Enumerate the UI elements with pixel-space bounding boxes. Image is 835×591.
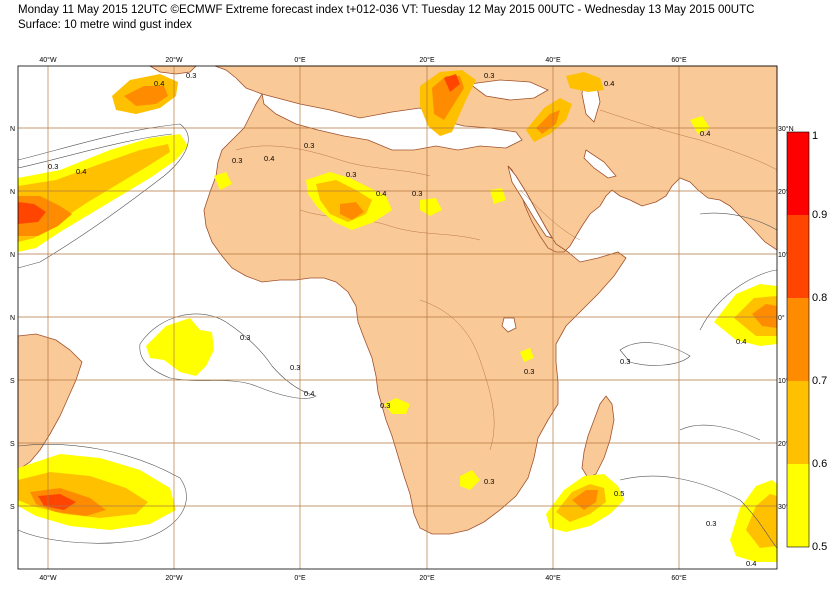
efi-central-atlantic (146, 318, 214, 376)
efi-patch-f (690, 116, 710, 134)
contour-label: 0.4 (264, 154, 274, 163)
lat-label: 10° (778, 251, 789, 259)
legend-swatch (787, 215, 809, 298)
contour-label: 0.3 (48, 162, 58, 171)
lon-labels-bottom: 40°W 20°W 0°E 20°E 40°E 60°E (39, 574, 687, 582)
contour-labels: 0.3 0.4 0.3 0.4 0.3 0.4 0.3 0.3 0.3 0.4 … (48, 71, 756, 568)
legend-swatch (787, 381, 809, 464)
contour-label: 0.4 (700, 129, 710, 138)
efi-patch-a (420, 198, 442, 216)
contour-label: 0.3 (412, 189, 422, 198)
lon-labels-top: 40°W 20°W 0°E 20°E 40°E 60°E (39, 56, 687, 64)
lat-label: S (10, 504, 15, 511)
contour-label: 0.3 (524, 367, 534, 376)
legend-label: 1 (812, 130, 818, 142)
contour-label: 0.3 (484, 71, 494, 80)
lat-label: S (10, 441, 15, 448)
lat-label: S (10, 378, 15, 385)
legend-label: 0.9 (812, 209, 827, 221)
lon-label: 20°W (165, 574, 183, 582)
map-border (17, 65, 778, 570)
lat-label: 30°N (778, 125, 794, 133)
legend-label: 0.6 (812, 458, 827, 470)
legend: 0.5 0.6 0.7 0.8 0.9 1 (786, 130, 827, 553)
lon-label: 0°E (294, 56, 306, 64)
contour-label: 0.4 (604, 79, 614, 88)
efi-atlantic-west-4 (18, 202, 46, 224)
legend-swatch (787, 298, 809, 381)
legend-swatch (787, 132, 809, 215)
contour-label: 0.4 (746, 559, 756, 568)
efi-indian-east-3 (752, 304, 777, 328)
contour-label: 0.3 (304, 141, 314, 150)
contour-label: 0.3 (380, 401, 390, 410)
lon-label: 60°E (671, 574, 687, 582)
map-title: Monday 11 May 2015 12UTC ©ECMWF Extreme … (18, 4, 755, 16)
contour-label: 0.3 (290, 363, 300, 372)
contour-label: 0.4 (376, 189, 386, 198)
efi-patch-b (490, 188, 506, 204)
lat-label: N (10, 252, 15, 259)
mediterranean-sea (261, 93, 523, 151)
contour-label: 0.4 (154, 79, 164, 88)
efi-patch-g (520, 348, 534, 362)
contour-label: 0.3 (240, 333, 250, 342)
efi-sahel-3 (340, 202, 364, 220)
efi-europe-3 (444, 74, 460, 92)
contour-label: 0.3 (484, 477, 494, 486)
terrain-contours (235, 109, 778, 451)
efi-contour-lines (17, 123, 778, 549)
lake-victoria (501, 317, 517, 333)
lon-label: 60°E (671, 56, 687, 64)
contour-label: 0.4 (76, 167, 86, 176)
legend-label: 0.5 (812, 541, 827, 553)
contour-label: 0.3 (186, 71, 196, 80)
lon-label: 20°E (419, 56, 435, 64)
legend-swatch (787, 464, 809, 547)
lon-label: 20°W (165, 56, 183, 64)
red-sea (507, 165, 553, 239)
lat-label: N (10, 189, 15, 196)
lon-label: 40°W (39, 574, 57, 582)
contour-label: 0.4 (736, 337, 746, 346)
lat-labels-right: 30°N 20° 10° 0° 10° 20° 30° (778, 125, 794, 511)
contour-label: 0.3 (620, 357, 630, 366)
lon-label: 20°E (419, 574, 435, 582)
lon-label: 40°E (545, 574, 561, 582)
lat-label: 0° (778, 314, 785, 322)
legend-label: 0.8 (812, 292, 827, 304)
lon-label: 40°E (545, 56, 561, 64)
graticule (18, 66, 777, 569)
efi-patch-d (384, 398, 410, 414)
persian-gulf (583, 149, 617, 179)
contour-label: 0.3 (706, 519, 716, 528)
contour-label: 0.3 (346, 170, 356, 179)
lat-label: N (10, 126, 15, 133)
lon-label: 0°E (294, 574, 306, 582)
contour-label: 0.3 (232, 156, 242, 165)
efi-patch-c (214, 172, 232, 190)
efi-indian-se-2 (746, 494, 777, 548)
legend-border (786, 131, 810, 548)
efi-atlantic-north-2 (124, 86, 168, 106)
black-sea (468, 79, 549, 101)
lat-label: 20° (778, 440, 789, 448)
contour-label: 0.5 (614, 489, 624, 498)
lat-labels-left: N N N N S S S (10, 126, 15, 511)
south-america (17, 333, 83, 471)
legend-label: 0.7 (812, 375, 827, 387)
efi-shading (18, 70, 777, 562)
lat-label: 30° (778, 503, 789, 511)
lat-label: 10° (778, 377, 789, 385)
lat-label: N (10, 315, 15, 322)
efi-mozambique-3 (572, 490, 598, 510)
lat-label: 20° (778, 188, 789, 196)
map-subtitle: Surface: 10 metre wind gust index (18, 19, 192, 31)
efi-caspian-blob (566, 72, 604, 92)
contour-label: 0.4 (304, 389, 314, 398)
lon-label: 40°W (39, 56, 57, 64)
efi-patch-e (460, 470, 480, 490)
